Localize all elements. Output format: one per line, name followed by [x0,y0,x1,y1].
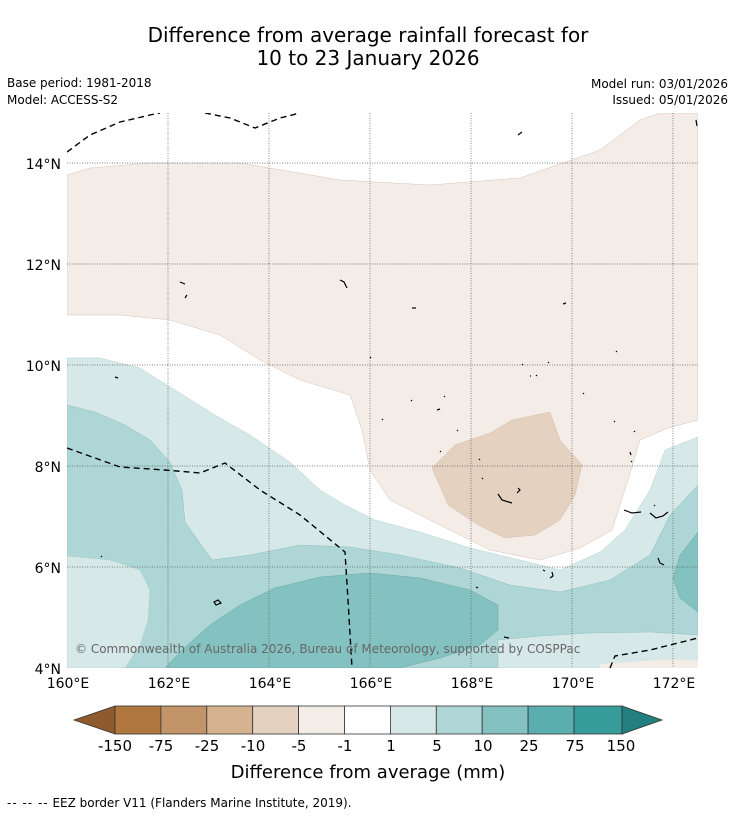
lat-tick-8n: 8°N [35,460,61,476]
lon-tick-162e: 162°E [148,676,191,692]
colorbar-swatch-6 [344,705,391,735]
contour-wet-pale-se [540,636,698,662]
lon-tick-labels: 160°E 162°E 164°E 166°E 168°E 170°E 172°… [47,676,696,692]
map-title-line-1: Difference from average rainfall forecas… [147,23,589,47]
map-title-line-2: 10 to 23 January 2026 [256,46,480,70]
eez-borders [67,113,698,668]
colorbar-label-1: -150 [98,737,132,755]
colorbar-labels: -150 -75 -25 -10 -5 -1 1 5 10 25 75 150 [98,737,635,755]
lat-tick-4n: 4°N [35,662,61,678]
colorbar-arrow-left [72,705,116,735]
colorbar-label-6: -1 [338,737,353,755]
colorbar-label-9: 10 [473,737,492,755]
colorbar-swatch-10 [527,705,575,735]
colorbar-swatch-4 [252,705,299,735]
lon-tick-172e: 172°E [653,676,696,692]
colorbar-title: Difference from average (mm) [231,762,506,783]
contour-dry-medium [431,411,583,539]
lat-tick-6n: 6°N [35,561,61,577]
lat-tick-10n: 10°N [26,359,61,375]
island-coastlines [100,119,698,639]
colorbar-label-4: -10 [241,737,266,755]
lon-tick-168e: 168°E [451,676,494,692]
colorbar-arrow-right [621,705,664,735]
lon-tick-160e: 160°E [47,676,90,692]
lon-tick-164e: 164°E [249,676,292,692]
model-run-label: Model run: 03/01/2026 [590,77,728,91]
base-period-label: Base period: 1981-2018 [7,76,152,90]
colorbar-swatch-11 [573,705,623,735]
colorbar: -150 -75 -25 -10 -5 -1 1 5 10 25 75 150 … [72,705,664,783]
colorbar-swatch-5 [298,705,345,735]
lon-tick-166e: 166°E [350,676,393,692]
colorbar-swatch-1 [114,705,162,735]
colorbar-label-11: 75 [565,737,584,755]
rainfall-map: © Commonwealth of Australia 2026, Bureau… [67,113,698,668]
lat-tick-12n: 12°N [26,258,61,274]
contour-wet-medium-east [672,531,698,613]
contour-wet-medium [164,572,499,668]
footnote: -- -- -- EEZ border V11 (Flanders Marine… [7,796,352,810]
colorbar-label-2: -75 [149,737,174,755]
eez-legend-dashes: -- -- -- [7,796,49,810]
contour-dry-se [600,660,698,668]
lon-tick-170e: 170°E [552,676,595,692]
lat-tick-labels: 14°N 12°N 10°N 8°N 6°N 4°N [26,157,61,678]
graticule [67,113,698,668]
contour-wet-pale-sw [67,555,151,668]
eez-legend-text: EEZ border V11 (Flanders Marine Institut… [52,796,352,810]
colorbar-swatch-9 [481,705,529,735]
colorbar-label-10: 25 [519,737,538,755]
colorbar-label-3: -25 [195,737,220,755]
colorbar-swatch-2 [160,705,208,735]
colorbar-label-8: 5 [432,737,442,755]
colorbar-swatch-3 [206,705,254,735]
colorbar-label-12: 150 [607,737,636,755]
copyright-notice: © Commonwealth of Australia 2026, Bureau… [75,642,580,656]
model-label: Model: ACCESS-S2 [7,93,119,107]
colorbar-swatch-8 [435,705,483,735]
colorbar-label-5: -5 [292,737,307,755]
colorbar-swatch-7 [389,705,437,735]
colorbar-label-7: 1 [386,737,396,755]
issued-label: Issued: 05/01/2026 [612,93,728,107]
lat-tick-14n: 14°N [26,157,61,173]
